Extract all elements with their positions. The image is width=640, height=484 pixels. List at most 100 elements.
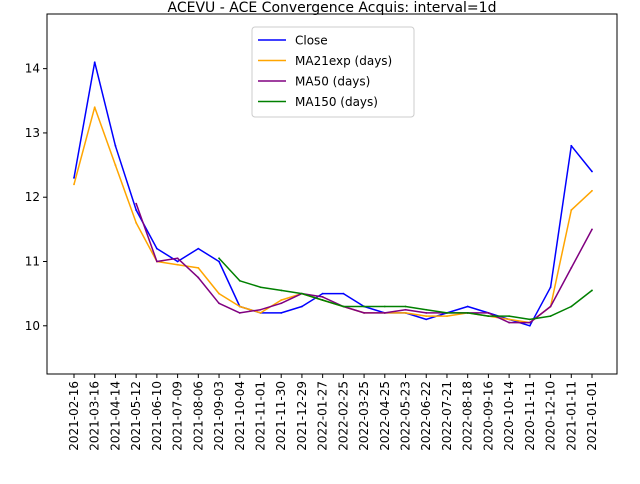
data-point <box>425 315 428 318</box>
data-point <box>425 312 428 314</box>
data-point <box>238 305 241 308</box>
data-point <box>73 183 75 186</box>
data-point <box>259 308 262 311</box>
data-point <box>135 222 138 224</box>
data-point <box>93 106 96 109</box>
data-point <box>549 315 552 318</box>
data-point <box>280 312 283 314</box>
data-point <box>466 305 469 308</box>
y-axis: 10 11 12 13 14 <box>25 62 47 333</box>
x-tick-label: 2021-10-04 <box>233 381 247 451</box>
data-point <box>591 189 593 192</box>
data-point <box>508 315 511 318</box>
data-point <box>321 299 324 301</box>
legend-label: MA21exp (days) <box>295 54 392 68</box>
data-point <box>155 260 158 263</box>
series-3 <box>218 257 593 321</box>
data-point <box>591 289 593 292</box>
y-tick-label: 10 <box>25 319 40 333</box>
data-point <box>176 263 179 266</box>
data-point <box>404 305 407 308</box>
data-point <box>280 302 283 305</box>
legend: Close MA21exp (days) MA50 (days) MA150 (day… <box>251 26 415 118</box>
x-tick-label: 2022-06-22 <box>419 381 433 451</box>
data-point <box>342 305 345 308</box>
data-point <box>342 292 345 295</box>
data-point <box>570 209 573 211</box>
data-point <box>321 292 324 295</box>
data-point <box>218 292 220 295</box>
data-point <box>155 247 158 250</box>
legend-label: Close <box>295 34 328 48</box>
data-point <box>176 260 179 263</box>
x-tick-label: 2021-05-12 <box>129 381 143 451</box>
data-point <box>425 318 428 321</box>
x-tick-label: 2022-07-21 <box>440 381 454 451</box>
series-1 <box>73 106 593 324</box>
data-point <box>528 324 531 327</box>
y-tick-label: 12 <box>25 190 40 204</box>
data-point <box>549 286 552 289</box>
data-point <box>528 321 531 324</box>
data-point <box>466 312 469 314</box>
data-point <box>487 315 490 318</box>
data-point <box>218 302 220 305</box>
data-point <box>383 312 386 314</box>
data-point <box>259 312 262 314</box>
data-point <box>363 305 365 308</box>
data-point <box>218 257 220 260</box>
data-point <box>73 177 75 179</box>
data-point <box>135 209 138 211</box>
data-point <box>487 312 490 314</box>
x-tick-label: 2021-12-29 <box>295 381 309 451</box>
x-tick-label: 2021-02-16 <box>67 381 81 451</box>
x-tick-label: 2021-08-06 <box>191 381 205 451</box>
data-point <box>508 318 511 321</box>
data-point <box>197 247 200 250</box>
data-point <box>93 61 96 64</box>
data-point <box>570 144 573 147</box>
data-point <box>176 257 179 260</box>
data-point <box>425 308 428 311</box>
data-point <box>383 305 386 308</box>
data-point <box>135 202 138 205</box>
x-tick-label: 2021-01-01 <box>585 381 599 451</box>
x-tick-label: 2021-04-14 <box>108 381 122 451</box>
legend-box <box>251 26 415 118</box>
x-tick-label: 2021-01-11 <box>564 381 578 451</box>
data-point <box>259 286 262 289</box>
data-point <box>570 267 573 269</box>
chart-title: ACEVU - ACE Convergence Acquis: interval… <box>168 0 497 16</box>
x-tick-label: 2022-01-27 <box>316 381 330 451</box>
series-line <box>135 203 593 324</box>
x-tick-label: 2020-12-10 <box>544 381 558 451</box>
data-point <box>238 312 241 314</box>
x-tick-label: 2021-03-16 <box>88 381 102 451</box>
x-tick-label: 2021-11-01 <box>253 381 267 451</box>
legend-label: MA50 (days) <box>295 75 370 89</box>
data-point <box>446 312 448 314</box>
data-point <box>114 144 117 147</box>
data-point <box>238 279 241 282</box>
data-point <box>301 305 303 308</box>
x-tick-label: 2020-09-16 <box>481 381 495 451</box>
x-tick-label: 2021-11-30 <box>274 381 288 451</box>
data-point <box>114 164 117 166</box>
data-point <box>321 295 324 298</box>
data-point <box>404 312 407 314</box>
y-tick-label: 14 <box>25 62 40 76</box>
y-tick-label: 11 <box>25 255 40 269</box>
data-point <box>528 318 531 321</box>
x-tick-label: 2022-08-18 <box>461 381 475 451</box>
data-point <box>280 289 283 292</box>
data-point <box>197 267 200 269</box>
legend-label: MA150 (days) <box>295 95 378 109</box>
x-tick-label: 2022-05-23 <box>399 381 413 451</box>
x-tick-label: 2021-09-03 <box>212 381 226 451</box>
data-point <box>218 260 220 263</box>
data-point <box>570 305 573 308</box>
data-point <box>591 170 593 173</box>
data-point <box>508 321 511 324</box>
series-line <box>73 106 593 324</box>
